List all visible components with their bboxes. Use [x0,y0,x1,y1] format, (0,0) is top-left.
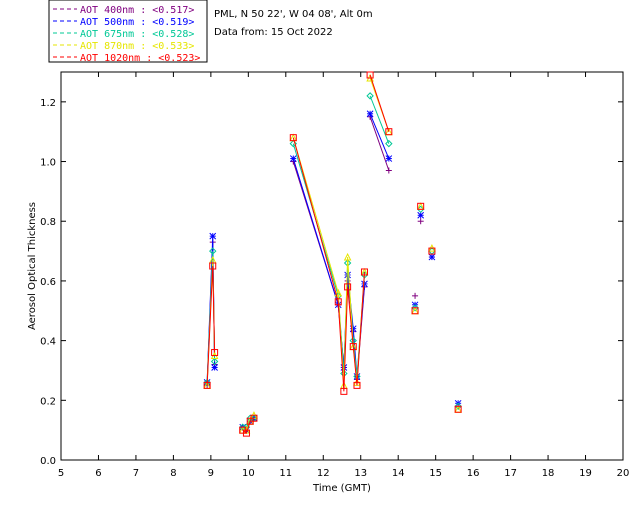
data-point [211,349,219,357]
x-tick-label: 18 [542,468,555,479]
legend-entry: AOT 1020nm : <0.523> [80,53,200,64]
data-point [366,92,374,100]
data-point [203,378,211,387]
x-tick-label: 20 [617,468,630,479]
data-point [385,167,392,174]
series-line [242,421,251,434]
legend-items: AOT 400nm : <0.517>AOT 500nm : <0.519>AO… [53,5,200,64]
y-tick-label: 0.2 [40,396,56,407]
series-line [369,95,390,144]
data-point [385,155,393,162]
legend-entry: AOT 500nm : <0.519> [80,17,194,28]
data-point [412,292,419,299]
data-point [242,429,250,437]
legend-entry: AOT 400nm : <0.517> [80,5,194,16]
y-tick-label: 0.4 [40,337,56,348]
series-line [369,116,390,171]
x-tick-label: 16 [467,468,480,479]
data-point [334,288,343,297]
x-tick-label: 12 [317,468,330,479]
y-axis-title: Aerosol Optical Thickness [27,202,38,330]
x-tick-label: 17 [504,468,517,479]
data-point [334,298,342,306]
data-point [428,253,436,261]
series-line [206,265,216,386]
series [203,92,462,431]
x-axis-title: Time (GMT) [312,483,371,494]
series-line [369,74,390,132]
data-point [340,387,348,395]
data-point [343,252,352,261]
date-label: Data from: 15 Oct 2022 [214,27,333,38]
x-tick-label: 11 [279,468,292,479]
data-point [289,139,298,148]
x-tick-label: 14 [392,468,405,479]
x-tick-label: 15 [429,468,442,479]
data-point [353,381,361,389]
data-point [411,307,419,315]
data-point [428,247,436,255]
data-point [209,247,217,255]
series-line [292,137,365,392]
data-point [209,262,217,270]
data-point [366,71,374,79]
data-point [209,232,217,240]
x-tick-label: 6 [95,468,101,479]
series [203,71,462,437]
y-tick-label: 1.0 [40,158,56,169]
y-tick-label: 1.2 [40,98,56,109]
series-layer [203,71,462,437]
data-point [366,110,374,118]
legend-entry: AOT 675nm : <0.528> [80,29,194,40]
x-tick-label: 13 [354,468,367,479]
data-point [385,128,393,136]
data-point [250,414,258,422]
x-tick-label: 7 [133,468,139,479]
x-tick-label: 19 [579,468,592,479]
series-line [369,113,390,159]
data-point [417,218,424,225]
data-point [411,304,419,312]
y-tick-label: 0.0 [40,456,56,467]
data-point [203,381,211,389]
data-point [289,134,297,142]
data-point [360,268,368,276]
x-tick-label: 5 [58,468,64,479]
data-point [361,280,368,288]
legend-box [48,0,208,63]
location-label: PML, N 50 22', W 04 08', Alt 0m [214,9,373,20]
x-tick-label: 8 [170,468,176,479]
data-point [454,405,462,413]
y-axis: 0.0 0.2 0.4 0.6 0.8 1.0 1.2 [40,98,623,467]
y-tick-label: 0.6 [40,277,56,288]
data-point [417,202,425,210]
data-point [210,357,219,366]
legend-entry: AOT 870nm : <0.533> [80,41,194,52]
data-point [385,139,393,148]
data-point [289,155,297,162]
legend: AOT 400nm : <0.517>AOT 500nm : <0.519>AO… [48,0,208,64]
data-point [344,283,352,291]
plot-frame [60,71,624,461]
x-axis: 5 6 7 8 9 10 11 12 13 14 15 16 17 18 19 20 [58,72,630,479]
data-point [417,211,425,219]
x-tick-label: 9 [208,468,214,479]
series [203,73,462,434]
data-point [454,402,462,410]
data-point [349,343,357,351]
y-tick-label: 0.8 [40,217,56,228]
x-tick-label: 10 [242,468,255,479]
data-point [211,364,218,371]
